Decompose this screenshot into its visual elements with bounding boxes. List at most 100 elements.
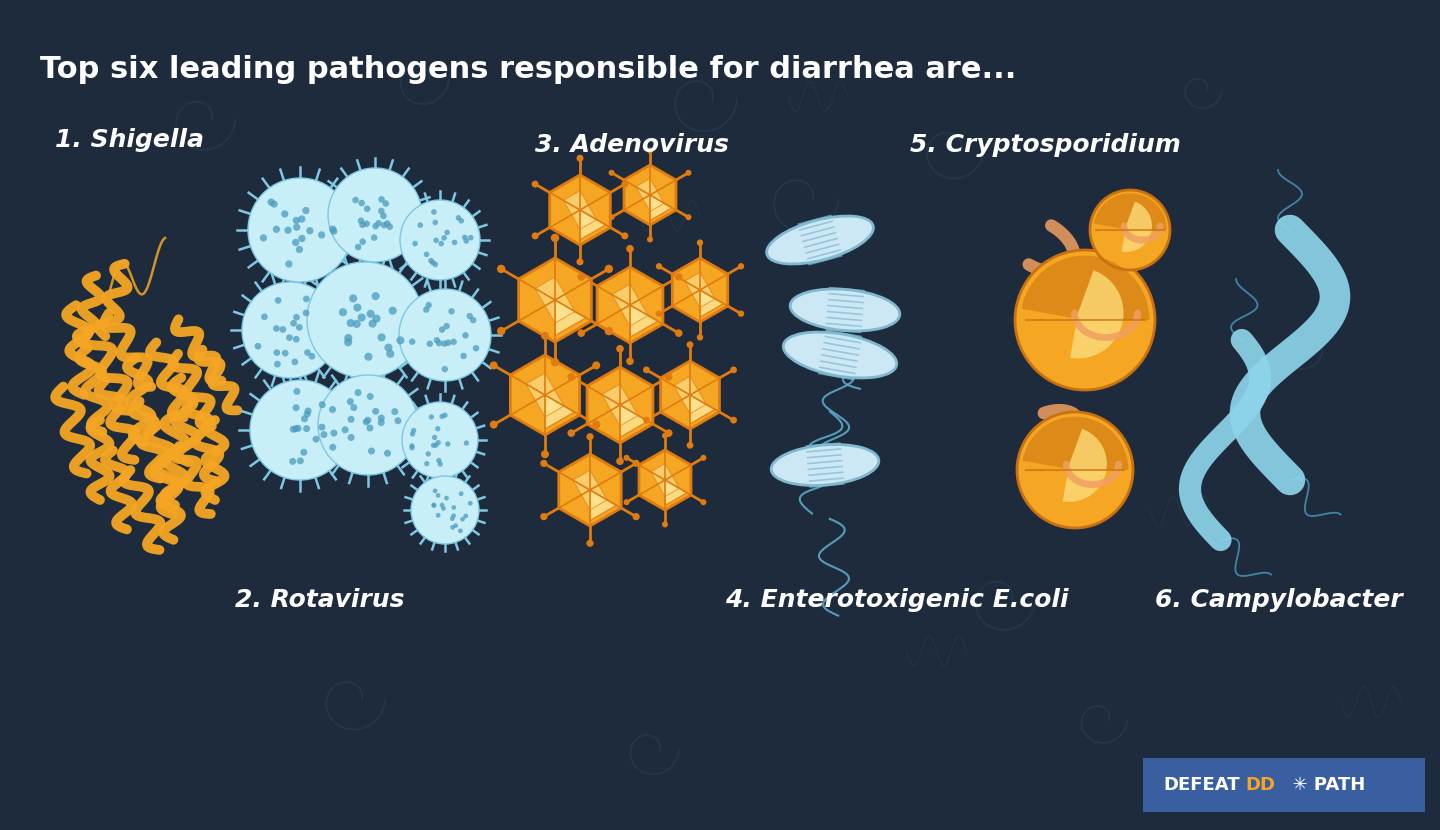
Circle shape <box>268 198 275 206</box>
Ellipse shape <box>772 445 878 486</box>
Circle shape <box>1017 412 1133 528</box>
Polygon shape <box>621 405 648 437</box>
Polygon shape <box>518 258 592 342</box>
Circle shape <box>436 493 441 498</box>
Circle shape <box>297 324 302 330</box>
Circle shape <box>307 227 314 234</box>
Polygon shape <box>602 384 638 426</box>
Circle shape <box>305 408 311 414</box>
Circle shape <box>550 358 559 366</box>
Circle shape <box>328 168 422 262</box>
Circle shape <box>432 503 436 508</box>
Circle shape <box>462 235 468 240</box>
Circle shape <box>467 313 472 320</box>
Circle shape <box>318 423 325 431</box>
Circle shape <box>294 223 301 231</box>
Polygon shape <box>631 305 658 337</box>
Polygon shape <box>544 395 575 429</box>
Circle shape <box>386 223 393 230</box>
Circle shape <box>354 244 361 251</box>
Wedge shape <box>1122 202 1152 252</box>
Circle shape <box>379 196 384 203</box>
Text: Top six leading pathogens responsible for diarrhea are...: Top six leading pathogens responsible fo… <box>40 55 1017 84</box>
Circle shape <box>383 200 389 207</box>
Circle shape <box>577 330 585 337</box>
Circle shape <box>423 306 429 313</box>
Circle shape <box>402 402 478 478</box>
Circle shape <box>373 223 379 229</box>
Ellipse shape <box>791 289 900 331</box>
Circle shape <box>469 317 477 324</box>
Circle shape <box>377 414 384 422</box>
Circle shape <box>298 215 305 222</box>
Circle shape <box>251 380 350 480</box>
Circle shape <box>308 353 315 359</box>
Circle shape <box>359 222 366 228</box>
Polygon shape <box>661 361 720 429</box>
Polygon shape <box>690 395 716 424</box>
Circle shape <box>409 339 416 345</box>
Circle shape <box>455 215 461 221</box>
Circle shape <box>616 457 624 465</box>
Circle shape <box>448 308 455 315</box>
Circle shape <box>445 442 451 447</box>
Circle shape <box>439 503 445 507</box>
Polygon shape <box>588 367 652 443</box>
Circle shape <box>433 442 438 448</box>
Circle shape <box>292 425 300 432</box>
Circle shape <box>432 261 438 267</box>
Circle shape <box>576 154 583 162</box>
Circle shape <box>364 417 372 423</box>
Polygon shape <box>536 277 575 323</box>
Circle shape <box>292 217 300 224</box>
Circle shape <box>632 460 639 467</box>
Circle shape <box>550 233 559 242</box>
Circle shape <box>347 319 354 327</box>
Circle shape <box>675 273 683 281</box>
Circle shape <box>616 345 624 353</box>
Circle shape <box>291 359 298 365</box>
Circle shape <box>364 206 370 212</box>
Circle shape <box>294 388 301 395</box>
Polygon shape <box>685 272 716 308</box>
Circle shape <box>632 513 639 520</box>
Polygon shape <box>639 450 691 510</box>
Polygon shape <box>526 373 564 417</box>
Circle shape <box>1015 250 1155 390</box>
Circle shape <box>609 214 615 220</box>
Circle shape <box>274 325 279 332</box>
Circle shape <box>1090 190 1169 270</box>
Circle shape <box>372 408 379 415</box>
Circle shape <box>384 450 392 456</box>
Circle shape <box>369 320 377 328</box>
Circle shape <box>242 282 338 378</box>
Circle shape <box>577 273 585 281</box>
Circle shape <box>274 361 281 368</box>
Circle shape <box>281 210 288 217</box>
Circle shape <box>410 476 480 544</box>
Circle shape <box>431 260 436 266</box>
Circle shape <box>730 366 737 374</box>
Circle shape <box>344 338 353 346</box>
Polygon shape <box>665 480 687 505</box>
Text: 5. Cryptosporidium: 5. Cryptosporidium <box>910 133 1181 157</box>
Circle shape <box>737 310 744 317</box>
Circle shape <box>432 502 436 507</box>
Circle shape <box>392 408 399 415</box>
Circle shape <box>304 425 310 432</box>
Circle shape <box>433 337 441 344</box>
Circle shape <box>328 406 336 413</box>
Circle shape <box>622 232 628 239</box>
Circle shape <box>275 297 281 304</box>
Circle shape <box>687 442 694 449</box>
Circle shape <box>687 341 694 348</box>
Circle shape <box>363 418 370 425</box>
Circle shape <box>461 353 467 359</box>
Circle shape <box>409 445 415 451</box>
Circle shape <box>622 181 628 188</box>
Circle shape <box>730 417 737 423</box>
Circle shape <box>441 340 448 347</box>
Circle shape <box>540 460 547 467</box>
Circle shape <box>357 217 364 224</box>
Circle shape <box>425 302 432 308</box>
